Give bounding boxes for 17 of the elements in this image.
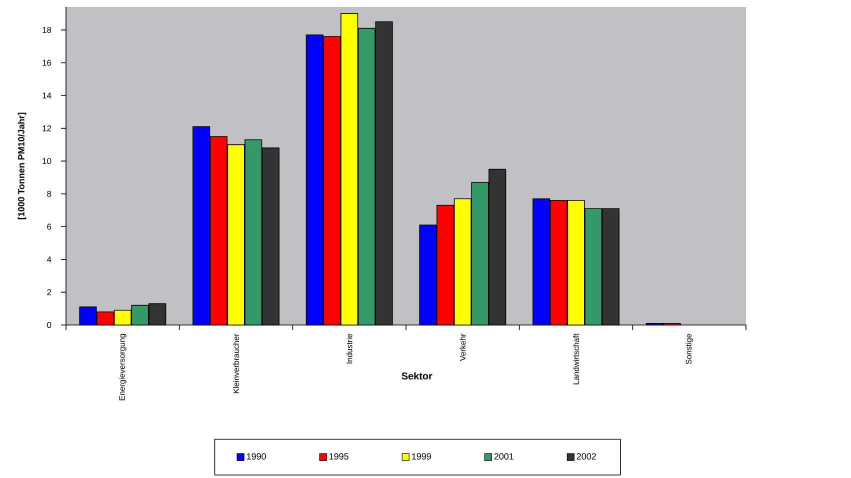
legend-label: 1999 — [412, 453, 431, 460]
y-tick-label: 6 — [47, 224, 52, 230]
y-tick-label: 0 — [47, 322, 52, 328]
legend-label: 1990 — [247, 453, 266, 460]
legend-label: 2002 — [576, 453, 596, 460]
y-tick-label: 2 — [47, 289, 52, 296]
y-tick-label: 14 — [42, 92, 52, 98]
y-tick-label: 4 — [46, 256, 52, 262]
legend-label: 1995 — [330, 453, 348, 460]
y-tick-label: 12 — [42, 125, 52, 132]
y-tick-label: 8 — [47, 190, 52, 197]
legend-label: 2001 — [494, 453, 514, 460]
y-axis-title: [1000 Tonnen PM10/Jahr] — [18, 112, 26, 220]
x-axis-title: Sektor — [402, 372, 432, 380]
y-tick-label: 16 — [42, 60, 52, 66]
y-tick-label: 18 — [42, 26, 52, 33]
y-tick-label: 10 — [42, 158, 52, 164]
